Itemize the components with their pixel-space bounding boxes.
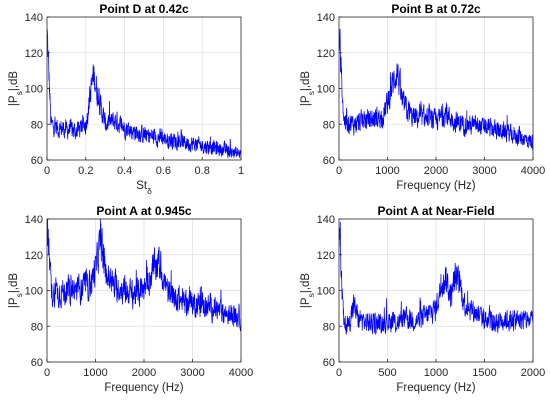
spectrum-line <box>47 29 241 159</box>
x-axis-label: Stδ <box>136 180 152 196</box>
x-tick-label: 0 <box>336 165 342 177</box>
chart-panel-1: 0 0.2 0.4 0.6 0.8 1 60 80 100 120 140 Point D at 0.… <box>8 2 244 196</box>
y-tick-label: 120 <box>317 48 335 60</box>
y-axis-label-subscript: s <box>14 91 24 95</box>
x-axis-label-main: Frequency (Hz) <box>396 180 475 192</box>
y-tick-label: 140 <box>25 214 43 226</box>
x-axis-label-main: Frequency (Hz) <box>104 382 183 394</box>
x-tick-label: 0 <box>44 367 50 379</box>
x-tick-label: 0.2 <box>78 165 93 177</box>
y-tick-label: 80 <box>31 119 43 131</box>
x-tick-label: 0 <box>44 165 50 177</box>
x-tick-label: 0.6 <box>156 165 171 177</box>
chart-title: Point A at Near-Field <box>377 204 494 218</box>
x-tick-label: 1500 <box>472 367 496 379</box>
x-tick-label: 1 <box>238 165 244 177</box>
y-tick-label: 140 <box>317 12 335 24</box>
y-axis-label-main: |P <box>8 95 20 106</box>
x-axis-label: Frequency (Hz) <box>104 382 183 394</box>
y-tick-label: 120 <box>317 250 335 262</box>
x-axis-label: Frequency (Hz) <box>396 382 475 394</box>
x-tick-label: 4000 <box>521 165 545 177</box>
y-tick-label: 100 <box>25 84 43 96</box>
y-axis-label-main: |P <box>8 297 20 308</box>
chart-title: Point B at 0.72c <box>391 2 481 16</box>
spectrum-line <box>339 222 533 335</box>
spectrum-line <box>47 219 241 332</box>
chart-panel-3: 0 1000 2000 3000 4000 60 80 100 120 140 Point A at… <box>8 204 253 394</box>
y-tick-label: 120 <box>25 48 43 60</box>
x-axis-label: Frequency (Hz) <box>396 180 475 192</box>
y-tick-label: 80 <box>323 119 335 131</box>
y-tick-label: 100 <box>317 286 335 298</box>
x-tick-label: 4000 <box>229 367 253 379</box>
y-axis-label-suffix: |,dB <box>300 273 312 294</box>
y-axis-label-subscript: s <box>14 293 24 297</box>
y-tick-label: 80 <box>323 321 335 333</box>
x-tick-label: 0.4 <box>117 165 132 177</box>
x-tick-label: 0.8 <box>195 165 210 177</box>
y-axis-label-main: |P <box>300 297 312 308</box>
y-axis-label: |Ps|,dB <box>8 273 24 309</box>
x-axis-label-main: Frequency (Hz) <box>396 382 475 394</box>
y-axis-label-subscript: s <box>306 293 316 297</box>
y-tick-label: 60 <box>31 155 43 167</box>
y-tick-label: 60 <box>31 357 43 369</box>
x-axis-label-main: St <box>136 180 148 192</box>
y-axis-label-main: |P <box>300 95 312 106</box>
y-axis-label: |Ps|,dB <box>8 71 24 107</box>
x-axis-label-subscript: δ <box>147 186 152 196</box>
chart-title: Point A at 0.945c <box>96 204 191 218</box>
y-axis-label-suffix: |,dB <box>8 273 20 294</box>
y-tick-label: 140 <box>25 12 43 24</box>
x-tick-label: 2000 <box>424 165 448 177</box>
y-tick-label: 80 <box>31 321 43 333</box>
y-axis-label: |Ps|,dB <box>300 273 316 309</box>
x-tick-label: 0 <box>336 367 342 379</box>
y-tick-label: 140 <box>317 214 335 226</box>
spectrum-line <box>339 28 533 151</box>
x-tick-label: 2000 <box>132 367 156 379</box>
chart-title: Point D at 0.42c <box>99 2 189 16</box>
y-tick-label: 100 <box>317 84 335 96</box>
y-tick-label: 60 <box>323 155 335 167</box>
y-axis-label-suffix: |,dB <box>8 71 20 92</box>
y-axis-label: |Ps|,dB <box>300 71 316 107</box>
y-tick-label: 60 <box>323 357 335 369</box>
x-tick-label: 500 <box>378 367 396 379</box>
y-axis-label-suffix: |,dB <box>300 71 312 92</box>
x-tick-label: 3000 <box>180 367 204 379</box>
x-tick-label: 1000 <box>83 367 107 379</box>
x-tick-label: 1000 <box>424 367 448 379</box>
y-tick-label: 100 <box>25 286 43 298</box>
x-tick-label: 2000 <box>521 367 545 379</box>
x-tick-label: 1000 <box>375 165 399 177</box>
y-axis-label-subscript: s <box>306 91 316 95</box>
y-tick-label: 120 <box>25 250 43 262</box>
x-tick-label: 3000 <box>472 165 496 177</box>
chart-panel-4: 0 500 1000 1500 2000 60 80 100 120 140 Point A at … <box>300 204 545 394</box>
chart-panel-2: 0 1000 2000 3000 4000 60 80 100 120 140 Point B at… <box>300 2 545 192</box>
